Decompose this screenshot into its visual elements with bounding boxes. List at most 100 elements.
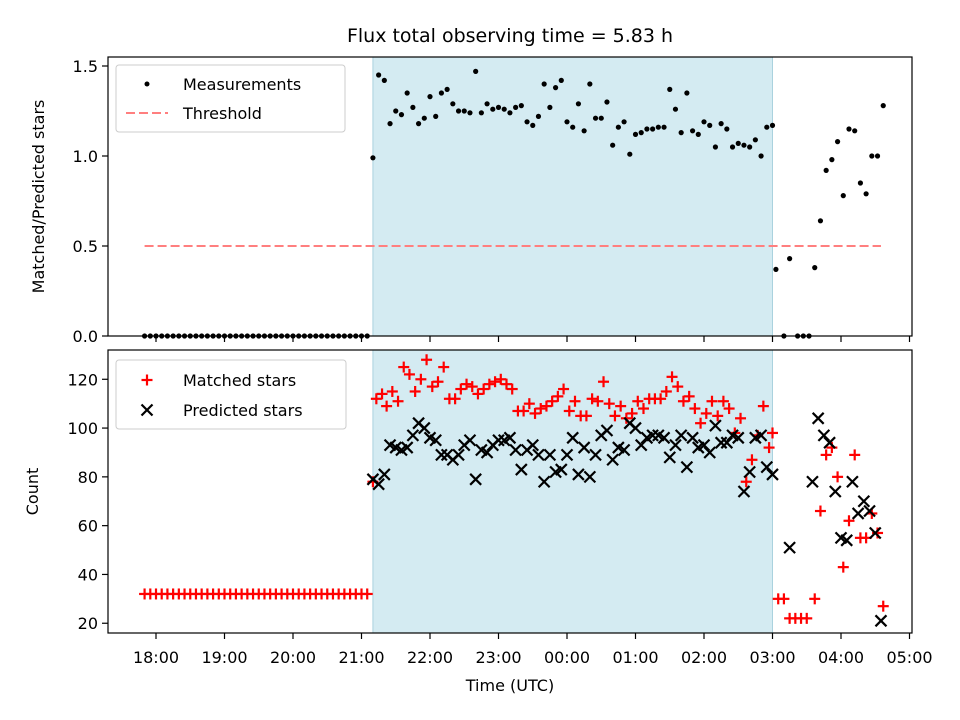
cross-b [140,403,154,417]
measurement-point [758,153,764,159]
cross-b [823,436,836,449]
measurement-point [650,126,656,132]
predicted-star-point [452,448,465,462]
cross-b [703,446,716,459]
measurement-point [661,124,667,130]
predicted-star-point [583,470,597,484]
predicted-star-point [874,614,888,628]
measurement-point [393,108,399,114]
predicted-star-point [378,468,391,481]
matched-star-point [832,471,844,483]
predicted-star-point [515,463,528,476]
predicted-star-point [680,460,694,474]
predicted-star-point [709,419,722,432]
bottom-xtick-label: 04:00 [818,648,864,667]
measurement-point [869,153,875,159]
matched-star-point [432,376,444,388]
measurement-point [421,115,427,121]
cross-b [492,433,505,447]
cross-b [874,614,888,628]
measurement-point [610,142,616,148]
cross-b [863,504,876,518]
predicted-star-point [537,475,551,489]
matched-star-point [381,400,393,412]
cross-b [463,433,477,447]
matched-star-point [814,505,826,517]
cross-b [509,443,522,457]
matched-star-point [466,381,478,393]
measurement-point [773,266,779,272]
measurement-point [812,265,818,271]
predicted-star-point [560,448,574,462]
predicted-star-point [817,429,831,442]
cross-b [532,448,545,462]
matched-star-point [586,393,598,405]
measurement-point [518,103,524,109]
cross-b [868,526,882,540]
measurement-point [575,101,582,107]
predicted-star-point [572,468,585,481]
x-axis-label: Time (UTC) [465,676,554,695]
matched-star-point [558,383,570,395]
bottom-xtick-label: 23:00 [475,648,521,667]
matched-star-point [506,383,518,395]
measurement-point [570,124,576,130]
predicted-star-point [600,424,614,437]
matched-star-point [569,395,581,407]
measurement-point [592,115,599,121]
predicted-star-point [509,443,522,457]
cross-b [731,431,745,445]
predicted-star-point [863,504,876,518]
top-y-axis-label: Matched/Predicted stars [29,100,48,294]
predicted-star-point [714,436,728,449]
predicted-star-point [566,431,579,445]
measurement-point [535,113,542,119]
measurement-point [724,126,730,132]
predicted-star-point [532,448,545,462]
measurement-point [846,126,852,132]
legend-measurements-label: Measurements [183,75,301,94]
measurement-point [581,128,587,134]
measurement-point [524,119,530,125]
predicted-star-point [577,441,591,454]
matched-star-point [695,417,707,429]
measurement-point [644,126,650,132]
cross-b [435,448,448,462]
cross-b [378,468,391,481]
bottom-xtick-label: 05:00 [886,648,932,667]
bottom-legend: Matched stars Predicted stars [115,359,347,430]
matched-star-point [609,410,621,422]
predicted-star-point [469,473,482,486]
matched-star-point [449,393,461,405]
cross-b [680,460,694,474]
predicted-star-point [589,448,602,462]
matched-star-point [398,361,410,373]
matched-star-point [455,383,467,395]
measurement-point [695,131,701,137]
cross-b [840,534,853,547]
matched-star-point [523,398,535,410]
matched-star-point [767,427,778,439]
bottom-ytick-label: 60 [78,517,98,536]
measurement-point [627,151,633,157]
matched-star-point [421,354,433,366]
matched-star-point [655,393,667,405]
measurement-point [689,128,696,134]
predicted-star-point [806,475,819,489]
bottom-xtick-label: 22:00 [407,648,453,667]
predicted-star-point [857,494,871,508]
predicted-star-point [503,431,517,445]
cross-b [389,441,403,454]
measurement-point [741,142,747,148]
bottom-xtick-label: 18:00 [133,648,179,667]
measurement-point [707,122,713,128]
matched-star-point [552,390,564,402]
measurement-point [473,68,479,74]
cross-b [612,441,625,454]
measurement-point [598,115,604,121]
measurement-point [455,108,462,114]
cross-b [503,431,517,445]
measurement-point [404,90,410,96]
matched-star-point [849,449,861,461]
predicted-star-point [829,485,842,498]
